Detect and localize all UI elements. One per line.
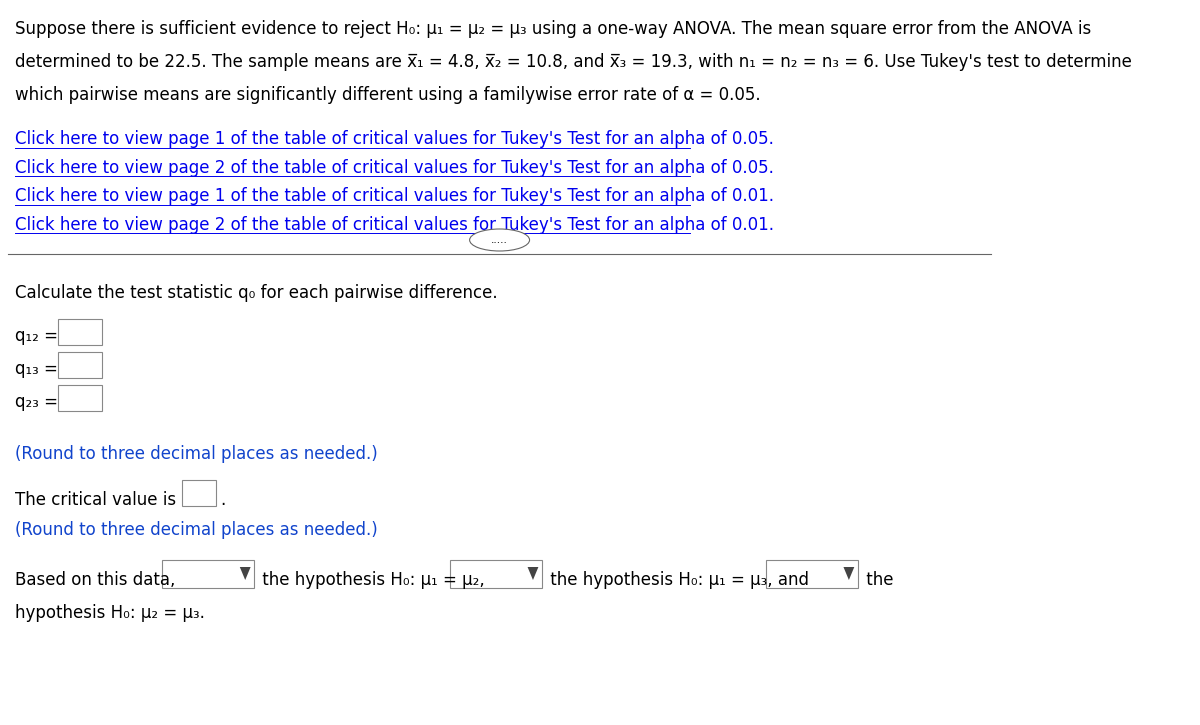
FancyBboxPatch shape [59, 319, 102, 344]
Text: Based on this data,: Based on this data, [14, 571, 175, 589]
Text: .....: ..... [491, 235, 508, 245]
Text: Click here to view page 1 of the table of critical values for Tukey's Test for a: Click here to view page 1 of the table o… [14, 130, 774, 148]
Text: (Round to three decimal places as needed.): (Round to three decimal places as needed… [14, 521, 378, 539]
Text: The critical value is: The critical value is [14, 491, 176, 509]
Text: determined to be 22.5. The sample means are x̅₁ = 4.8, x̅₂ = 10.8, and x̅₃ = 19.: determined to be 22.5. The sample means … [14, 53, 1132, 71]
Text: Click here to view page 2 of the table of critical values for Tukey's Test for a: Click here to view page 2 of the table o… [14, 215, 774, 233]
Text: Calculate the test statistic q₀ for each pairwise difference.: Calculate the test statistic q₀ for each… [14, 284, 498, 302]
FancyBboxPatch shape [162, 560, 254, 588]
Ellipse shape [469, 229, 529, 251]
Text: q₁₂ =: q₁₂ = [14, 327, 58, 345]
Text: Click here to view page 2 of the table of critical values for Tukey's Test for a: Click here to view page 2 of the table o… [14, 159, 774, 176]
FancyBboxPatch shape [59, 352, 102, 378]
Text: which pairwise means are significantly different using a familywise error rate o: which pairwise means are significantly d… [14, 86, 761, 104]
FancyBboxPatch shape [181, 480, 216, 506]
Text: hypothesis H₀: μ₂ = μ₃.: hypothesis H₀: μ₂ = μ₃. [14, 604, 205, 622]
Text: q₁₃ =: q₁₃ = [14, 360, 58, 378]
Text: (Round to three decimal places as needed.): (Round to three decimal places as needed… [14, 445, 378, 463]
Text: the: the [860, 571, 894, 589]
Text: the hypothesis H₀: μ₁ = μ₂,: the hypothesis H₀: μ₁ = μ₂, [257, 571, 485, 589]
Polygon shape [240, 567, 251, 580]
Text: .: . [220, 491, 226, 509]
Polygon shape [844, 567, 854, 580]
Text: q₂₃ =: q₂₃ = [14, 393, 58, 411]
FancyBboxPatch shape [766, 560, 858, 588]
Text: Click here to view page 1 of the table of critical values for Tukey's Test for a: Click here to view page 1 of the table o… [14, 187, 774, 205]
Text: Suppose there is sufficient evidence to reject H₀: μ₁ = μ₂ = μ₃ using a one-way : Suppose there is sufficient evidence to … [14, 20, 1091, 38]
FancyBboxPatch shape [450, 560, 541, 588]
Text: the hypothesis H₀: μ₁ = μ₃, and: the hypothesis H₀: μ₁ = μ₃, and [545, 571, 809, 589]
Polygon shape [528, 567, 539, 580]
FancyBboxPatch shape [59, 385, 102, 411]
